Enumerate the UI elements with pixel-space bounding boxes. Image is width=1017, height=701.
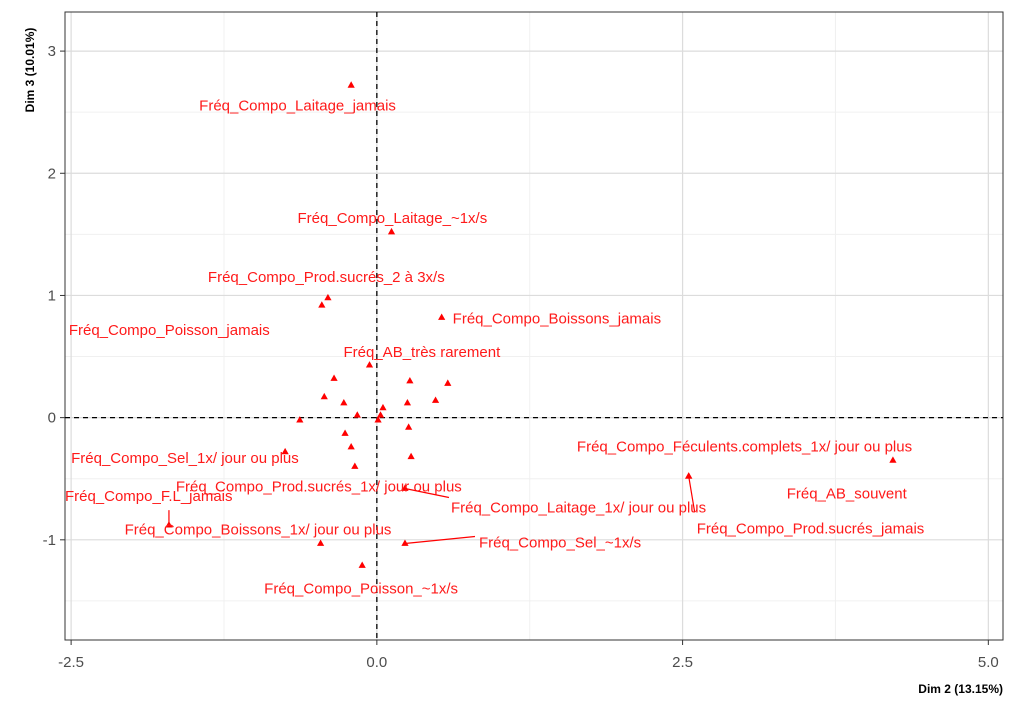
labeled-data-point [347, 81, 355, 88]
point-label: Fréq_Compo_Laitage_~1x/s [298, 210, 488, 227]
point-label: Fréq_Compo_Laitage_1x/ jour ou plus [451, 499, 706, 516]
data-point [403, 398, 412, 406]
y-tick-label: -1 [43, 532, 56, 549]
point-label: Fréq_AB_souvent [787, 485, 908, 502]
label-leader-line [688, 476, 696, 513]
axes: -2.5 0.0 2.5 5.0 -1 0 1 2 3 [43, 12, 1003, 671]
point-label: Fréq_Compo_Sel_~1x/s [479, 534, 641, 551]
data-point [407, 452, 415, 460]
data-point [374, 416, 382, 423]
label-leader-line [404, 487, 450, 499]
labeled-data-point [351, 462, 359, 469]
y-tick-label: 0 [48, 410, 56, 427]
data-point [340, 398, 348, 406]
labeled-data-point [281, 447, 289, 455]
data-point [296, 416, 304, 423]
y-axis-title: Dim 3 (10.01%) [23, 28, 37, 113]
label-leader-line [404, 535, 476, 545]
y-tick-label: 3 [48, 43, 56, 60]
data-labels: Fréq_Compo_Laitage_jamais Fréq_Compo_Lait… [65, 97, 924, 597]
data-point [431, 396, 440, 403]
labeled-data-point [401, 539, 409, 546]
data-point [405, 423, 413, 430]
y-tick-label: 1 [48, 287, 56, 304]
point-label: Fréq_Compo_Poisson_jamais [69, 322, 270, 339]
x-tick-label: 2.5 [672, 654, 693, 671]
labeled-data-point [316, 539, 325, 546]
point-label: Fréq_Compo_Poisson_~1x/s [264, 580, 458, 597]
point-label: Fréq_Compo_Féculents.complets_1x/ jour o… [577, 438, 912, 455]
y-tick-label: 2 [48, 165, 56, 182]
labeled-data-point [438, 313, 446, 320]
point-label: Fréq_AB_très rarement [344, 344, 502, 361]
data-point [376, 411, 385, 418]
data-point [341, 429, 349, 436]
labeled-data-point [889, 456, 897, 463]
x-axis-title: Dim 2 (13.15%) [918, 682, 1003, 696]
labeled-data-point [387, 227, 396, 235]
data-point [444, 379, 452, 386]
data-points [165, 81, 897, 568]
data-point [330, 374, 338, 381]
labeled-data-point [324, 293, 332, 301]
point-label: Fréq_Compo_Prod.sucrés_jamais [697, 520, 925, 537]
labeled-data-point [318, 301, 326, 308]
labeled-data-point [365, 361, 374, 368]
x-tick-label: -2.5 [58, 654, 84, 671]
data-point [347, 442, 355, 450]
point-label: Fréq_Compo_Prod.sucrés_2 à 3x/s [208, 269, 445, 286]
labeled-data-point [685, 472, 693, 479]
x-tick-label: 0.0 [366, 654, 387, 671]
point-label: Fréq_Compo_Laitage_jamais [199, 97, 396, 114]
data-point [320, 392, 328, 400]
plot-panel-border [64, 11, 1004, 641]
point-label: Fréq_Compo_Sel_1x/ jour ou plus [71, 450, 299, 467]
data-point [406, 376, 414, 384]
point-label: Fréq_Compo_F.L_jamais [65, 488, 233, 505]
point-label: Fréq_Compo_Boissons_1x/ jour ou plus [125, 521, 392, 538]
data-point [353, 411, 361, 418]
labeled-data-point [358, 561, 366, 568]
x-tick-label: 5.0 [978, 654, 999, 671]
point-label: Fréq_Compo_Boissons_jamais [453, 310, 661, 327]
data-point [379, 403, 387, 411]
point-label: Fréq_Compo_Prod.sucrés_1x/ jour ou plus [176, 479, 462, 496]
